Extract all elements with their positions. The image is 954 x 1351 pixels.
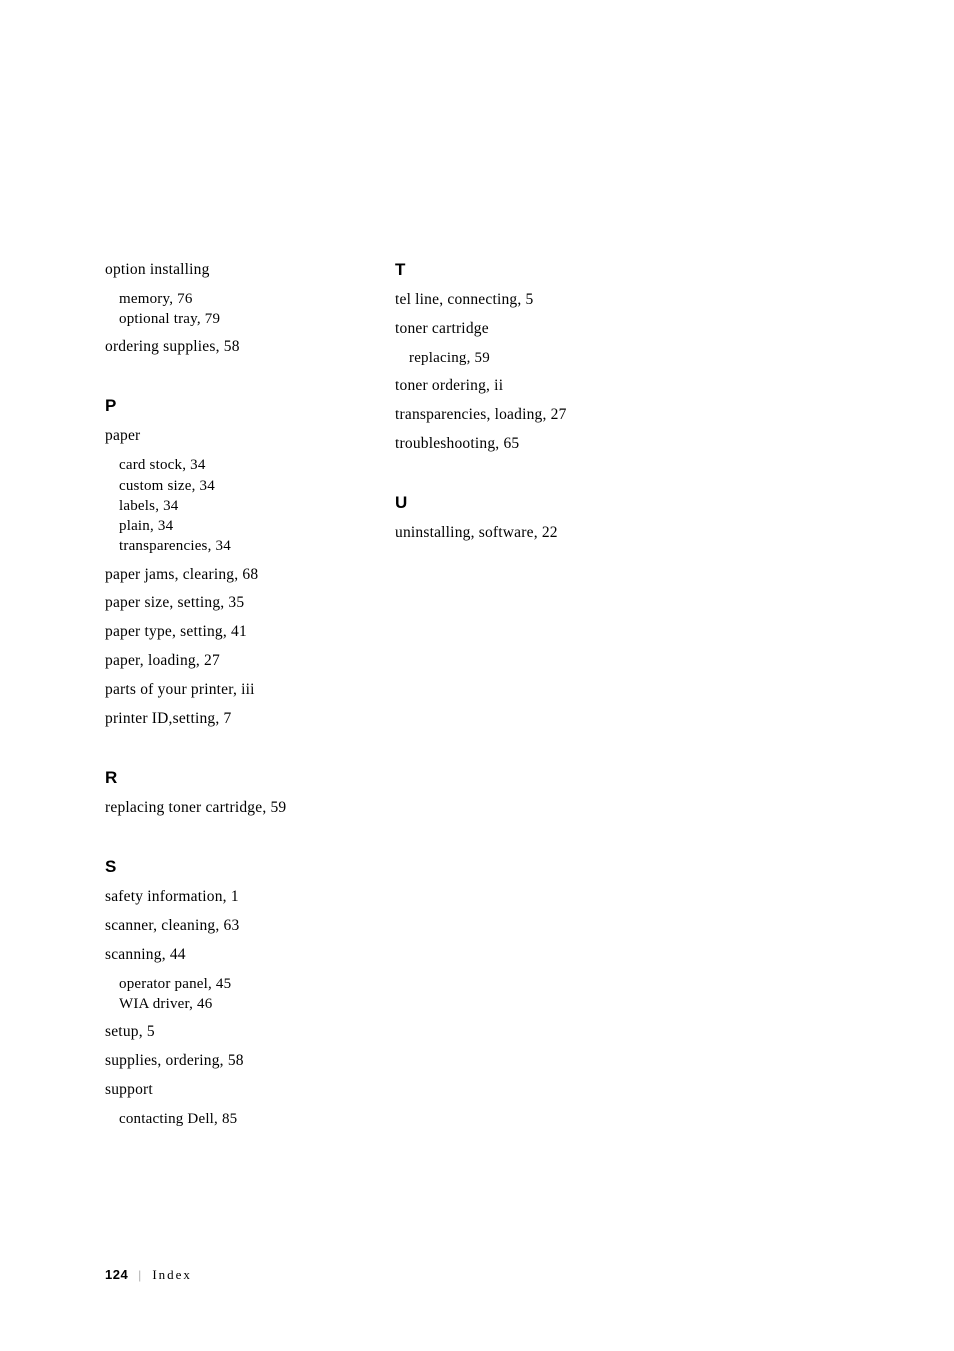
index-entry: safety information, 1: [105, 887, 335, 908]
index-entry-group: scanning, 44 operator panel, 45 WIA driv…: [105, 945, 335, 1014]
index-entry-group: support contacting Dell, 85: [105, 1080, 335, 1129]
index-entry: support: [105, 1080, 335, 1101]
index-sub-entry: labels, 34: [119, 496, 335, 516]
index-entry: paper size, setting, 35: [105, 593, 335, 614]
index-sub-entry: custom size, 34: [119, 476, 335, 496]
section-heading-u: U: [395, 493, 675, 513]
section-heading-s: S: [105, 857, 335, 877]
index-sub-entry: card stock, 34: [119, 455, 335, 475]
index-entry: scanning, 44: [105, 945, 335, 966]
index-sub-entry: memory, 76: [119, 289, 335, 309]
left-column: option installing memory, 76 optional tr…: [105, 260, 335, 1137]
index-entry: paper type, setting, 41: [105, 622, 335, 643]
index-entry: toner cartridge: [395, 319, 675, 340]
index-entry: paper, loading, 27: [105, 651, 335, 672]
page-footer: 124 | Index: [105, 1267, 192, 1283]
index-entry: printer ID,setting, 7: [105, 709, 335, 730]
index-page: option installing memory, 76 optional tr…: [0, 0, 954, 1197]
index-entry: paper jams, clearing, 68: [105, 565, 335, 586]
index-entry: troubleshooting, 65: [395, 434, 675, 455]
section-heading-r: R: [105, 768, 335, 788]
footer-separator: |: [138, 1267, 142, 1282]
right-column: T tel line, connecting, 5 toner cartridg…: [395, 260, 675, 1137]
index-entry-group: paper card stock, 34 custom size, 34 lab…: [105, 426, 335, 556]
index-entry: replacing toner cartridge, 59: [105, 798, 335, 819]
index-entry: parts of your printer, iii: [105, 680, 335, 701]
index-sub-entry: plain, 34: [119, 516, 335, 536]
page-number: 124: [105, 1267, 128, 1282]
index-entry: transparencies, loading, 27: [395, 405, 675, 426]
index-entry: toner ordering, ii: [395, 376, 675, 397]
index-entry: supplies, ordering, 58: [105, 1051, 335, 1072]
index-sub-entry: replacing, 59: [409, 348, 675, 368]
index-entry: ordering supplies, 58: [105, 337, 335, 358]
section-heading-p: P: [105, 396, 335, 416]
index-entry-group: toner cartridge replacing, 59: [395, 319, 675, 368]
index-entry: setup, 5: [105, 1022, 335, 1043]
footer-label: Index: [152, 1267, 192, 1282]
section-heading-t: T: [395, 260, 675, 280]
index-sub-entry: WIA driver, 46: [119, 994, 335, 1014]
index-entry: tel line, connecting, 5: [395, 290, 675, 311]
index-entry: scanner, cleaning, 63: [105, 916, 335, 937]
index-entry: option installing: [105, 260, 335, 281]
index-sub-entry: transparencies, 34: [119, 536, 335, 556]
index-sub-entry: contacting Dell, 85: [119, 1109, 335, 1129]
index-entry: uninstalling, software, 22: [395, 523, 675, 544]
index-sub-entry: optional tray, 79: [119, 309, 335, 329]
index-entry: paper: [105, 426, 335, 447]
index-entry-group: option installing memory, 76 optional tr…: [105, 260, 335, 329]
index-sub-entry: operator panel, 45: [119, 974, 335, 994]
